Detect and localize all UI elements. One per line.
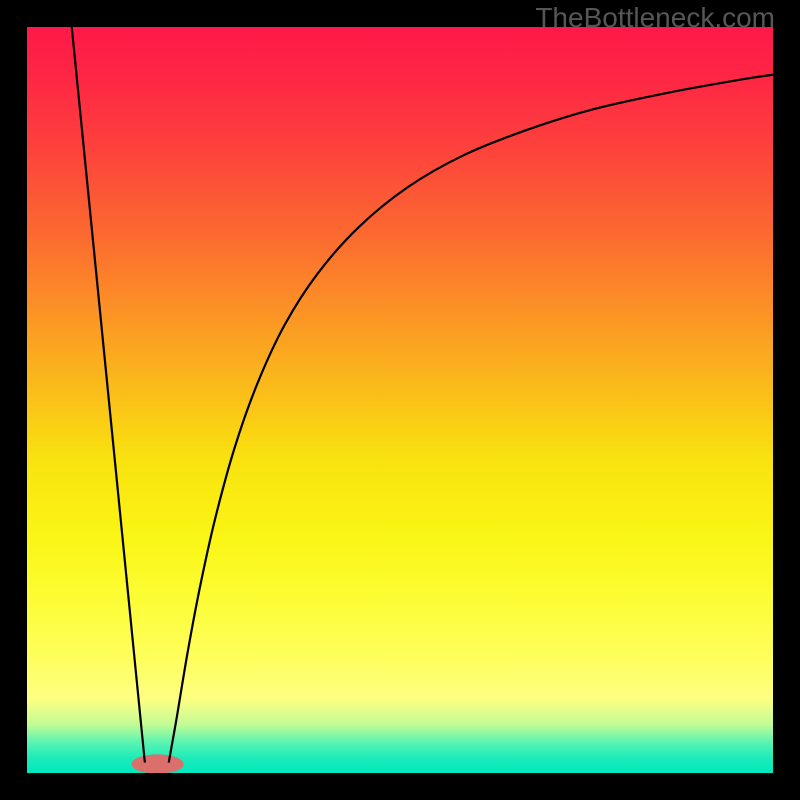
right-rising-curve bbox=[169, 75, 773, 763]
curves-layer bbox=[27, 27, 773, 773]
plot-area bbox=[27, 27, 773, 773]
watermark-text: TheBottleneck.com bbox=[535, 2, 775, 34]
frame: TheBottleneck.com bbox=[0, 0, 800, 800]
bottleneck-marker bbox=[131, 754, 183, 773]
left-falling-curve bbox=[72, 27, 145, 763]
